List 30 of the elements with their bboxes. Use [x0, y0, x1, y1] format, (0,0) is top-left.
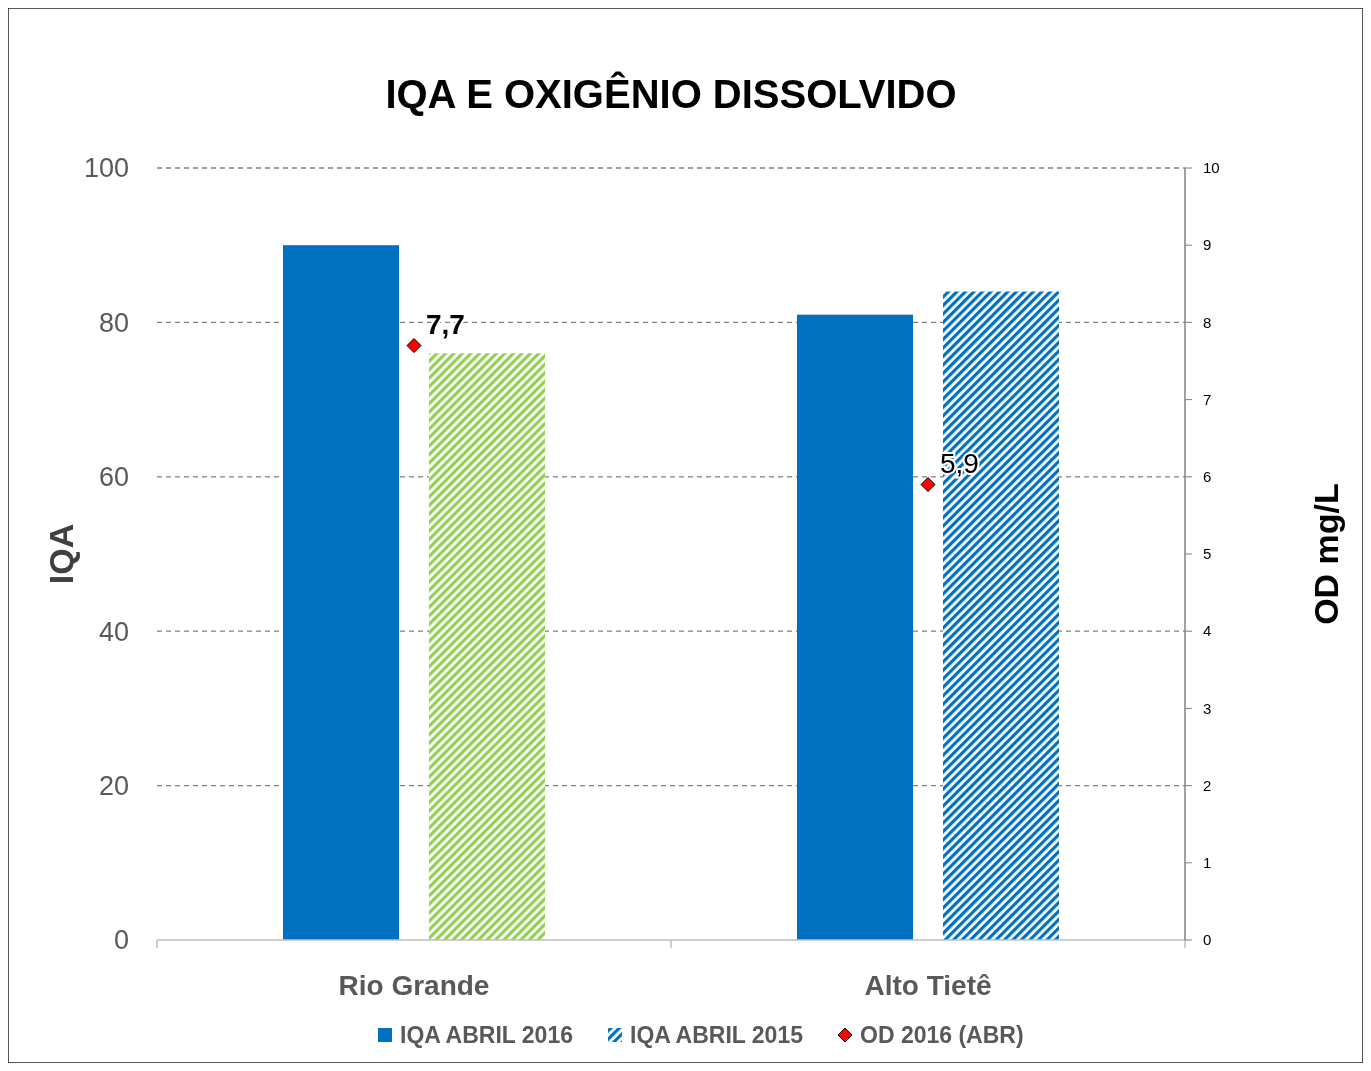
- y2-tick-label: 10: [1203, 159, 1220, 177]
- data-label: 7,7: [426, 308, 465, 340]
- y-tick-label: 80: [98, 307, 129, 338]
- y-tick-label: 60: [98, 462, 129, 493]
- y2-tick-label: 8: [1203, 313, 1212, 331]
- x-tick-label: Alto Tietê: [864, 970, 992, 1001]
- y2-tick-label: 1: [1203, 854, 1212, 872]
- bar: [429, 353, 545, 940]
- bar: [797, 314, 913, 940]
- bar: [283, 245, 399, 940]
- y2-tick-label: 9: [1203, 236, 1212, 254]
- y2-tick-label: 0: [1203, 931, 1212, 949]
- bar: [943, 291, 1059, 940]
- x-tick-label: Rio Grande: [338, 970, 490, 1001]
- y2-tick-label: 5: [1203, 545, 1212, 563]
- y-tick-label: 100: [83, 153, 129, 184]
- y-axis-title: IQA: [42, 523, 80, 585]
- legend-label: IQA ABRIL 2016: [400, 1022, 573, 1048]
- y2-tick-label: 3: [1203, 699, 1212, 717]
- y2-axis-title: OD mg/L: [1307, 483, 1345, 625]
- y-tick-label: 40: [98, 616, 129, 647]
- y2-tick-label: 6: [1203, 468, 1212, 486]
- y-tick-label: 0: [113, 925, 129, 956]
- y-tick-label: 20: [98, 771, 129, 802]
- legend-label: OD 2016 (ABR): [860, 1022, 1024, 1048]
- legend-label: IQA ABRIL 2015: [630, 1022, 804, 1048]
- y2-tick-label: 7: [1203, 390, 1212, 408]
- y2-tick-label: 4: [1203, 622, 1212, 640]
- y2-tick-label: 2: [1203, 776, 1212, 794]
- chart-title: IQA E OXIGÊNIO DISSOLVIDO: [385, 71, 957, 116]
